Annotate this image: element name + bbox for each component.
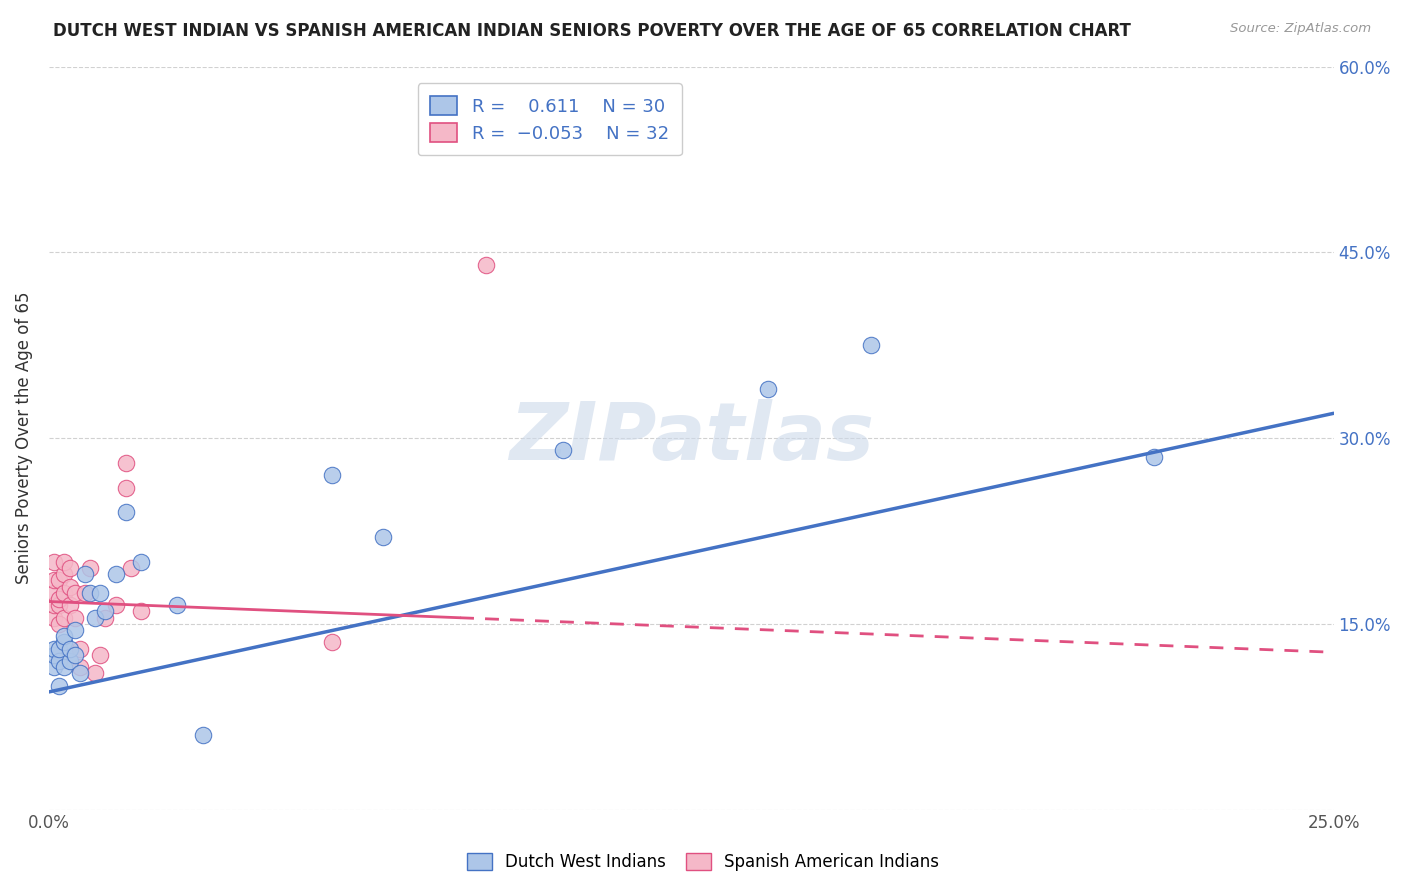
Point — [371, 530, 394, 544]
Point — [84, 666, 107, 681]
Legend: R =    0.611    N = 30, R =  −0.053    N = 32: R = 0.611 N = 30, R = −0.053 N = 32 — [418, 83, 682, 155]
Point — [48, 592, 70, 607]
Point — [42, 586, 65, 600]
Point — [48, 599, 70, 613]
Point — [69, 666, 91, 681]
Point — [42, 610, 65, 624]
Point — [53, 660, 76, 674]
Point — [48, 616, 70, 631]
Text: ZIPatlas: ZIPatlas — [509, 399, 873, 477]
Point — [131, 604, 153, 618]
Point — [69, 641, 91, 656]
Point — [104, 567, 127, 582]
Legend: Dutch West Indians, Spanish American Indians: Dutch West Indians, Spanish American Ind… — [458, 845, 948, 880]
Point — [63, 610, 86, 624]
Point — [551, 443, 574, 458]
Point — [42, 660, 65, 674]
Point — [104, 599, 127, 613]
Text: DUTCH WEST INDIAN VS SPANISH AMERICAN INDIAN SENIORS POVERTY OVER THE AGE OF 65 : DUTCH WEST INDIAN VS SPANISH AMERICAN IN… — [53, 22, 1132, 40]
Point — [48, 654, 70, 668]
Point — [69, 660, 91, 674]
Point — [79, 561, 101, 575]
Point — [63, 623, 86, 637]
Point — [115, 505, 138, 519]
Point — [58, 654, 80, 668]
Point — [89, 586, 111, 600]
Point — [474, 258, 496, 272]
Point — [73, 586, 96, 600]
Point — [42, 555, 65, 569]
Point — [48, 679, 70, 693]
Point — [53, 635, 76, 649]
Point — [73, 567, 96, 582]
Point — [94, 610, 117, 624]
Point — [321, 635, 343, 649]
Point — [53, 555, 76, 569]
Point — [58, 599, 80, 613]
Point — [79, 586, 101, 600]
Point — [42, 574, 65, 588]
Point — [48, 574, 70, 588]
Point — [115, 456, 138, 470]
Point — [53, 586, 76, 600]
Point — [131, 555, 153, 569]
Point — [42, 641, 65, 656]
Point — [53, 610, 76, 624]
Point — [115, 481, 138, 495]
Y-axis label: Seniors Poverty Over the Age of 65: Seniors Poverty Over the Age of 65 — [15, 292, 32, 584]
Point — [1143, 450, 1166, 464]
Text: Source: ZipAtlas.com: Source: ZipAtlas.com — [1230, 22, 1371, 36]
Point — [42, 599, 65, 613]
Point — [48, 641, 70, 656]
Point — [53, 629, 76, 643]
Point — [191, 728, 214, 742]
Point — [84, 610, 107, 624]
Point — [58, 561, 80, 575]
Point — [58, 580, 80, 594]
Point — [166, 599, 188, 613]
Point — [58, 641, 80, 656]
Point — [53, 567, 76, 582]
Point — [63, 648, 86, 662]
Point — [94, 604, 117, 618]
Point — [89, 648, 111, 662]
Point — [120, 561, 142, 575]
Point — [860, 338, 883, 352]
Point — [42, 648, 65, 662]
Point — [321, 468, 343, 483]
Point — [758, 382, 780, 396]
Point — [63, 586, 86, 600]
